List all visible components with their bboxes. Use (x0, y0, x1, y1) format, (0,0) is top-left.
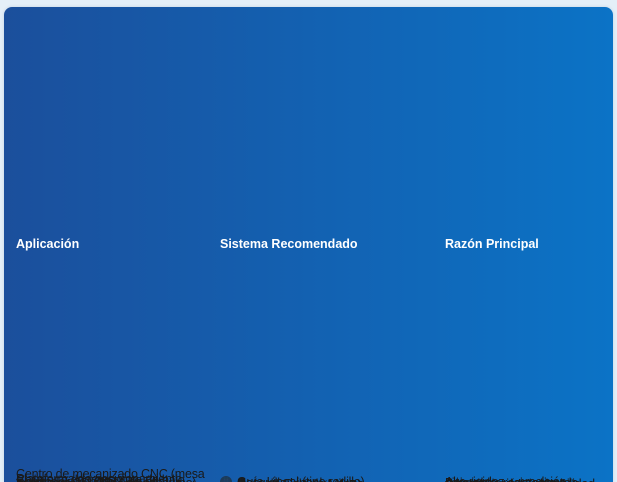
header-razon: Razón Principal (445, 237, 539, 252)
header-aplicacion: Aplicación (16, 237, 79, 252)
reason-cell: Limpiable, resistente a la corrosión (445, 476, 613, 482)
recommendation-table: Aplicación Sistema Recomendado Razón Pri… (4, 7, 613, 482)
table-header: Aplicación Sistema Recomendado Razón Pri… (4, 7, 613, 482)
application-cell: Enrutador de pórtico de alta resistencia (16, 475, 216, 482)
header-sistema: Sistema Recomendado (220, 237, 358, 252)
